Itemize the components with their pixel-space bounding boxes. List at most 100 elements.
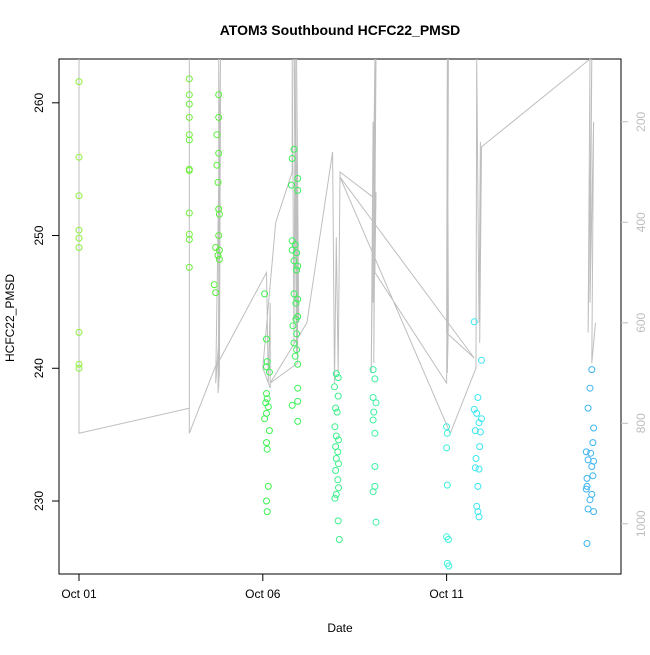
data-point [263, 335, 270, 343]
data-point [372, 518, 380, 526]
data-point [443, 423, 451, 431]
data-point [215, 205, 223, 213]
data-point [335, 484, 342, 492]
data-point [473, 409, 481, 417]
data-point [332, 370, 340, 378]
data-point [369, 488, 377, 496]
data-point [334, 374, 342, 382]
data-point [474, 394, 482, 401]
data-point [372, 399, 380, 407]
data-point [292, 299, 300, 307]
points-layer [75, 75, 598, 570]
data-point [292, 315, 300, 323]
data-point [294, 360, 302, 368]
data-point [583, 540, 591, 547]
chart-title: ATOM3 Southbound HCFC22_PMSD [220, 22, 461, 38]
right-tick-label: 400 [634, 212, 648, 232]
data-point [333, 408, 341, 416]
data-point [478, 356, 485, 364]
data-point [215, 232, 223, 239]
data-point [75, 360, 83, 368]
data-point [185, 209, 193, 217]
y-axis-label: HCFC22_PMSD [3, 274, 17, 362]
data-point [590, 424, 598, 432]
data-point [263, 395, 271, 403]
y-tick-label: 260 [32, 92, 46, 112]
data-point [185, 167, 193, 174]
trace-line [78, 57, 596, 435]
data-point [185, 136, 193, 144]
data-point [582, 448, 590, 456]
data-point [473, 502, 481, 510]
x-tick-label: Oct 06 [245, 587, 281, 601]
data-point [443, 481, 451, 489]
data-point [294, 295, 302, 303]
data-point [294, 175, 302, 182]
data-point [263, 439, 270, 447]
data-point [215, 210, 223, 218]
data-point [261, 415, 269, 423]
data-point [185, 131, 193, 139]
data-point [214, 251, 222, 259]
data-point [331, 494, 339, 502]
data-point [185, 75, 193, 83]
data-point [75, 192, 83, 200]
data-point [475, 465, 483, 473]
data-point [332, 404, 340, 412]
data-point [212, 289, 220, 297]
data-point [263, 363, 270, 371]
data-point [75, 78, 83, 86]
data-point [263, 508, 271, 516]
y-tick-label: 230 [32, 491, 46, 511]
data-point [291, 241, 299, 249]
data-point [334, 392, 342, 400]
data-point [215, 149, 223, 157]
right-tick-label: 1000 [634, 510, 648, 537]
data-point [588, 366, 596, 374]
data-point [289, 322, 297, 330]
data-point [475, 419, 483, 427]
y-tick-label: 240 [32, 358, 46, 378]
trace-layer [78, 57, 596, 435]
data-point [370, 408, 378, 416]
data-point [335, 436, 342, 444]
data-point [444, 536, 452, 543]
data-point [264, 482, 272, 490]
data-point [263, 390, 270, 397]
y-axis-left: 230 240 250 260 [32, 92, 59, 511]
data-point [185, 113, 193, 121]
x-tick-label: Oct 11 [429, 587, 464, 601]
data-point [586, 384, 594, 392]
x-tick-label: Oct 01 [61, 587, 97, 601]
data-point [265, 427, 273, 435]
right-tick-label: 800 [634, 413, 648, 433]
data-point [261, 290, 269, 298]
data-point [474, 508, 482, 516]
data-point [584, 505, 592, 513]
data-point [293, 249, 301, 257]
right-tick-label: 600 [634, 312, 648, 332]
data-point [588, 463, 596, 470]
data-point [185, 91, 193, 99]
data-point [583, 474, 591, 482]
data-point [582, 485, 590, 493]
data-point [335, 536, 343, 543]
data-point [294, 417, 302, 425]
data-point [185, 236, 193, 243]
data-point [290, 145, 298, 153]
data-point [584, 404, 592, 412]
data-point [443, 444, 451, 452]
data-point [293, 346, 301, 354]
data-point [294, 384, 302, 392]
plot-frame [58, 58, 622, 575]
data-point [369, 394, 377, 401]
data-point [334, 448, 342, 456]
data-point [185, 100, 193, 108]
data-point [290, 290, 298, 298]
data-point [331, 383, 338, 391]
data-point [470, 318, 478, 326]
data-point [213, 161, 221, 169]
data-point [369, 366, 377, 374]
data-point [369, 416, 377, 424]
data-point [288, 401, 296, 409]
